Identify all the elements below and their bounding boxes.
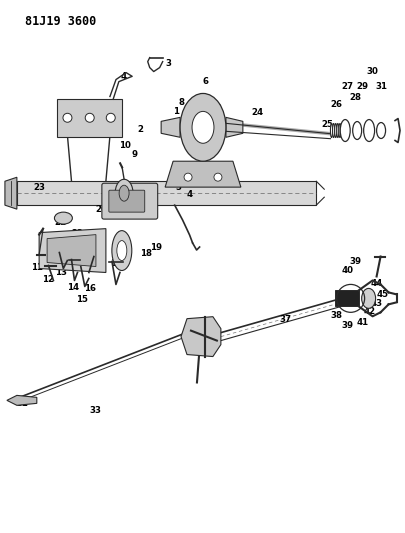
Text: 18: 18	[139, 249, 151, 258]
Text: 42: 42	[363, 307, 375, 316]
Ellipse shape	[119, 185, 129, 201]
Text: 44: 44	[370, 279, 382, 288]
Text: 31: 31	[374, 83, 386, 92]
Text: 36: 36	[196, 348, 208, 357]
Text: 29: 29	[356, 83, 367, 92]
Text: 3: 3	[165, 59, 171, 68]
Text: 39: 39	[341, 321, 353, 330]
Text: 8: 8	[179, 99, 185, 107]
Text: 1: 1	[173, 107, 179, 116]
Text: 10: 10	[119, 141, 131, 150]
Text: 4: 4	[121, 72, 127, 81]
Text: 40: 40	[341, 266, 353, 275]
Polygon shape	[225, 117, 242, 138]
Ellipse shape	[54, 212, 72, 224]
Text: 24: 24	[251, 108, 263, 117]
Ellipse shape	[115, 179, 133, 207]
Ellipse shape	[192, 111, 213, 143]
Ellipse shape	[339, 119, 350, 141]
Polygon shape	[181, 317, 220, 357]
Text: 2: 2	[137, 125, 143, 134]
Ellipse shape	[352, 122, 361, 140]
Ellipse shape	[336, 124, 338, 138]
Text: 4: 4	[187, 190, 193, 199]
Text: 41: 41	[356, 318, 368, 327]
Text: 17: 17	[110, 260, 122, 268]
Ellipse shape	[112, 231, 132, 270]
Text: 35: 35	[200, 328, 212, 337]
Ellipse shape	[361, 288, 375, 308]
Text: 26: 26	[330, 100, 342, 109]
Text: 22: 22	[71, 229, 83, 238]
Text: 13: 13	[54, 269, 66, 277]
Circle shape	[85, 114, 94, 122]
Text: 38: 38	[330, 311, 342, 320]
Ellipse shape	[376, 123, 385, 139]
Text: 37: 37	[279, 315, 291, 324]
Polygon shape	[5, 177, 17, 209]
Text: 16: 16	[83, 284, 96, 293]
Text: 28: 28	[348, 93, 360, 102]
Text: 21: 21	[70, 240, 83, 249]
Polygon shape	[39, 229, 106, 272]
Text: 21: 21	[54, 219, 66, 228]
FancyBboxPatch shape	[57, 99, 122, 137]
Text: 11: 11	[31, 263, 43, 272]
Text: 20: 20	[95, 205, 107, 214]
Text: 5: 5	[175, 183, 180, 192]
FancyBboxPatch shape	[102, 183, 157, 219]
Circle shape	[183, 173, 192, 181]
Text: 27: 27	[341, 83, 353, 92]
Text: 14: 14	[66, 283, 79, 292]
Circle shape	[213, 173, 222, 181]
Text: 9: 9	[131, 150, 137, 159]
Polygon shape	[334, 290, 358, 306]
Polygon shape	[161, 117, 180, 138]
Text: 32: 32	[17, 399, 29, 408]
Text: 30: 30	[365, 67, 377, 76]
Polygon shape	[47, 235, 96, 266]
Ellipse shape	[334, 124, 336, 138]
Text: 6: 6	[202, 77, 207, 86]
FancyBboxPatch shape	[109, 190, 144, 212]
Text: 39: 39	[349, 257, 361, 265]
Ellipse shape	[342, 124, 344, 138]
Polygon shape	[7, 395, 37, 405]
Ellipse shape	[340, 124, 342, 138]
Text: 15: 15	[75, 295, 87, 304]
Ellipse shape	[117, 240, 126, 261]
Circle shape	[106, 114, 115, 122]
Text: 43: 43	[369, 299, 381, 308]
Polygon shape	[17, 181, 315, 205]
Text: 19: 19	[150, 244, 162, 253]
Text: 34: 34	[192, 332, 204, 341]
Text: 81J19 3600: 81J19 3600	[25, 14, 96, 28]
Text: 25: 25	[321, 119, 333, 128]
Ellipse shape	[330, 124, 332, 138]
Ellipse shape	[338, 124, 340, 138]
Text: 12: 12	[43, 275, 54, 284]
Circle shape	[63, 114, 72, 122]
Text: 23: 23	[33, 183, 45, 192]
Ellipse shape	[332, 124, 334, 138]
Text: 7: 7	[213, 104, 220, 112]
Text: 45: 45	[376, 289, 388, 298]
Polygon shape	[165, 161, 240, 187]
Ellipse shape	[180, 93, 225, 161]
Text: 33: 33	[90, 407, 102, 416]
Ellipse shape	[363, 119, 374, 141]
